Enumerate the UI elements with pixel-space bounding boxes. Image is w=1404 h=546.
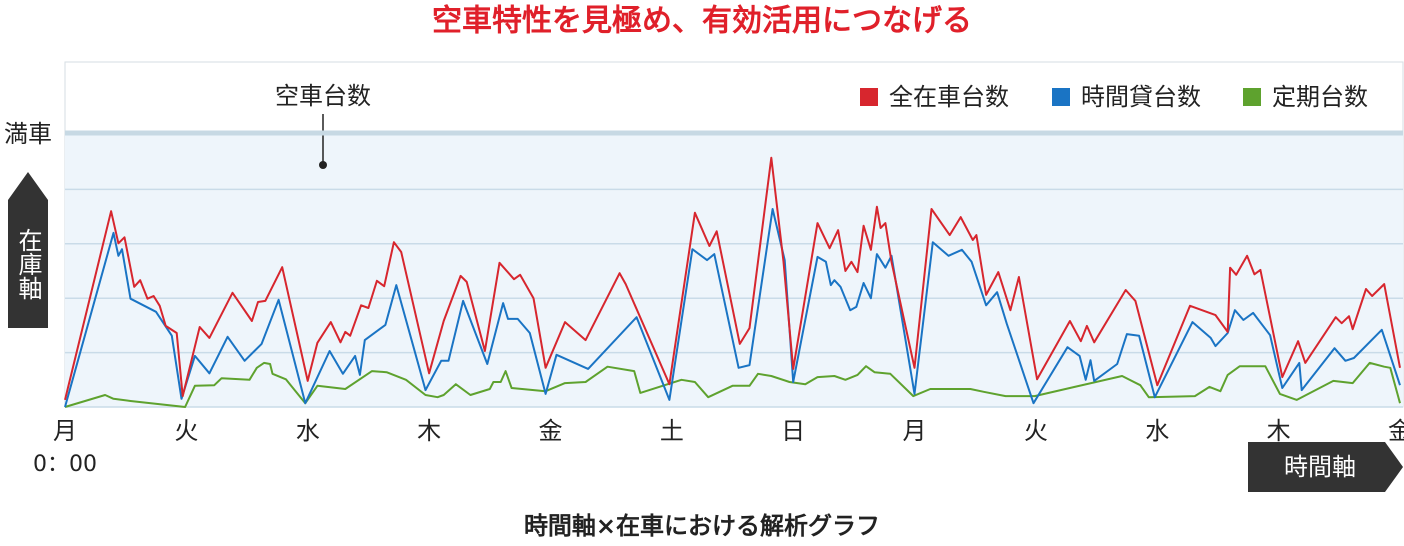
y-axis-arrow xyxy=(8,172,48,328)
legend-label: 時間貸台数 xyxy=(1081,83,1201,111)
chart-title: 空車特性を見極め、有効活用につなげる xyxy=(432,4,972,39)
legend-label: 定期台数 xyxy=(1272,83,1368,111)
x-tick-label: 金 xyxy=(1388,417,1404,445)
x-axis-arrow xyxy=(1248,442,1403,492)
plot-area xyxy=(65,135,1403,407)
x-tick-label: 金 xyxy=(538,417,562,445)
legend-swatch xyxy=(1052,88,1070,106)
x-tick-label: 水 xyxy=(1145,417,1169,445)
x-tick-label: 月 xyxy=(903,417,927,445)
series-line xyxy=(64,361,1401,408)
full-label: 満車 xyxy=(4,120,52,148)
annotation-dot xyxy=(319,161,327,169)
legend-swatch xyxy=(860,88,878,106)
series-line xyxy=(64,156,1401,401)
x-tick-label: 水 xyxy=(296,417,320,445)
x-axis-label: 時間軸 xyxy=(1284,453,1356,481)
legend-swatch xyxy=(1243,88,1261,106)
caption: 時間軸×在車における解析グラフ xyxy=(524,512,880,540)
x-tick-label: 日 xyxy=(781,417,805,445)
x-tick-label: 火 xyxy=(174,417,198,445)
x-tick-label: 月 xyxy=(53,417,77,445)
series-line xyxy=(64,208,1401,408)
y-axis-label: 在庫軸 xyxy=(14,228,42,300)
x-start-label: 0：00 xyxy=(33,452,97,477)
legend-label: 全在車台数 xyxy=(889,83,1009,111)
x-tick-label: 木 xyxy=(1267,417,1291,445)
x-tick-label: 木 xyxy=(417,417,441,445)
x-tick-label: 火 xyxy=(1024,417,1048,445)
annotation: 空車台数 xyxy=(275,82,371,110)
x-tick-label: 土 xyxy=(660,417,684,445)
